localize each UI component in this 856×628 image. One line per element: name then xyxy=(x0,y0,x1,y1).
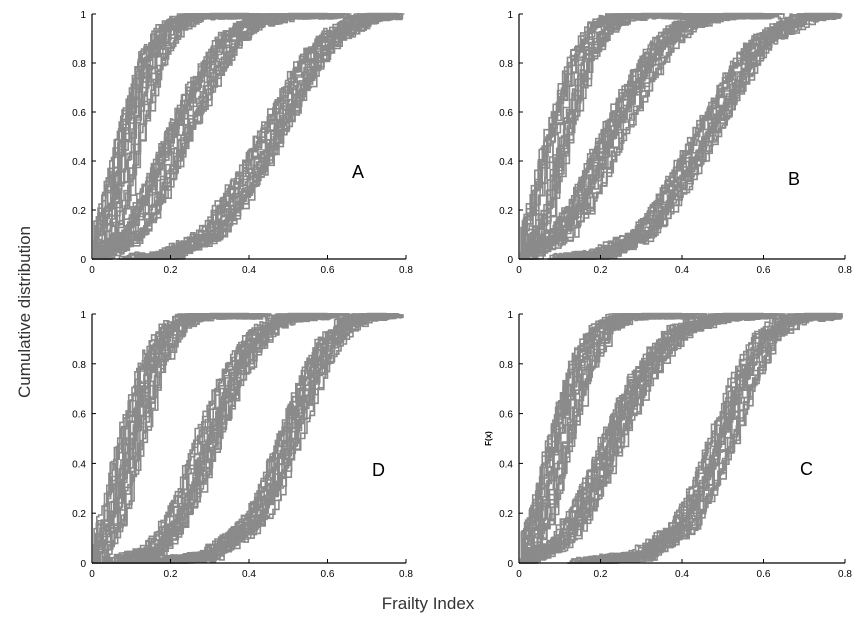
y-tick-label: 0 xyxy=(80,559,86,570)
x-tick-label: 0.6 xyxy=(757,569,771,580)
cdf-curve xyxy=(102,313,327,564)
x-tick-label: 0.6 xyxy=(757,265,771,276)
x-tick-label: 0.2 xyxy=(594,569,608,580)
x-tick-label: 0.8 xyxy=(838,569,852,580)
cdf-curve xyxy=(122,13,399,260)
cdf-curve xyxy=(92,13,258,260)
x-tick-label: 0 xyxy=(89,265,95,276)
x-tick-label: 0.8 xyxy=(399,569,413,580)
panel-d: 0 0.2 0.4 0.6 0.8 0 0.2 0.4 0.6 0.8 1 D xyxy=(72,310,413,580)
y-tick-label: 0.2 xyxy=(72,509,86,520)
series-band-1 xyxy=(92,12,276,260)
y-tick-label: 0.8 xyxy=(72,59,86,70)
y-tick-label: 0.2 xyxy=(499,509,513,520)
y-tick-label: 1 xyxy=(507,10,513,21)
x-tick-label: 0.8 xyxy=(838,265,852,276)
cdf-curve xyxy=(588,313,839,564)
cdf-curve xyxy=(519,313,682,564)
cdf-curve xyxy=(523,313,777,564)
x-axis-label: Frailty Index xyxy=(381,594,475,613)
x-tick-label: 0.4 xyxy=(675,265,689,276)
cdf-curve xyxy=(523,313,700,564)
y-tick-label: 0.8 xyxy=(72,360,86,371)
series-band-2 xyxy=(519,12,785,260)
panel-c: 0 0.2 0.4 0.6 0.8 0 0.2 0.4 0.6 0.8 1 C F(x) xyxy=(484,310,852,580)
y-tick-label: 0.2 xyxy=(72,206,86,217)
x-tick-label: 0.4 xyxy=(242,569,256,580)
x-tick-label: 0.4 xyxy=(242,265,256,276)
cdf-curve xyxy=(130,13,402,260)
y-tick-label: 0.2 xyxy=(499,206,513,217)
cdf-curve xyxy=(554,13,841,260)
series-band-1 xyxy=(519,12,709,260)
x-tick-label: 0 xyxy=(516,265,522,276)
y-tick-label: 0.6 xyxy=(72,108,86,119)
series-band-3 xyxy=(117,12,405,260)
series-band-1 xyxy=(519,312,708,564)
x-tick-label: 0 xyxy=(516,569,522,580)
series-band-3 xyxy=(566,312,843,564)
y-tick-label: 0.4 xyxy=(499,459,513,470)
series-band-2 xyxy=(519,312,787,564)
x-tick-label: 0.6 xyxy=(321,265,335,276)
y-tick-label: 0.8 xyxy=(499,360,513,371)
y-tick-label: 1 xyxy=(80,10,86,21)
y-tick-label: 0.4 xyxy=(72,459,86,470)
series-band-3 xyxy=(138,312,404,564)
cdf-curve xyxy=(161,313,401,564)
series-band-2 xyxy=(99,312,353,564)
cdf-curve xyxy=(565,13,841,260)
cdf-curve xyxy=(98,13,346,260)
cdf-curve xyxy=(593,314,841,564)
panel-label: D xyxy=(372,460,385,480)
x-tick-label: 0.6 xyxy=(321,569,335,580)
cdf-curve xyxy=(95,13,262,260)
cdf-curve xyxy=(154,313,398,564)
cdf-curve xyxy=(528,13,703,260)
y-tick-label: 0.8 xyxy=(499,59,513,70)
series-band-1 xyxy=(92,312,274,564)
x-tick-label: 0.2 xyxy=(594,265,608,276)
x-tick-label: 0.2 xyxy=(164,569,178,580)
panel-y-label: F(x) xyxy=(484,431,493,446)
y-tick-label: 0.4 xyxy=(72,157,86,168)
x-tick-label: 0.4 xyxy=(675,569,689,580)
y-tick-label: 0 xyxy=(507,559,513,570)
cdf-curve xyxy=(519,13,766,260)
panel-label: C xyxy=(800,459,813,479)
panel-b: 0 0.2 0.4 0.6 0.8 0 0.2 0.4 0.6 0.8 1 B xyxy=(499,10,852,276)
y-tick-label: 1 xyxy=(507,310,513,321)
cdf-curve xyxy=(92,313,257,564)
y-tick-label: 0.6 xyxy=(499,410,513,421)
x-tick-label: 0.8 xyxy=(399,265,413,276)
y-tick-label: 0 xyxy=(507,255,513,266)
series-band-2 xyxy=(92,12,355,260)
x-tick-label: 0.2 xyxy=(164,265,178,276)
series-band-3 xyxy=(547,12,843,260)
y-tick-label: 0.6 xyxy=(72,410,86,421)
cdf-curve xyxy=(563,13,839,260)
panel-a: 0 0.2 0.4 0.6 0.8 0 0.2 0.4 0.6 0.8 1 A xyxy=(72,10,413,276)
y-tick-label: 1 xyxy=(80,310,86,321)
cdf-curve xyxy=(576,313,838,564)
cdf-curve xyxy=(519,313,765,564)
cdf-curve xyxy=(139,13,401,260)
cdf-curve xyxy=(124,313,351,564)
y-tick-label: 0 xyxy=(80,255,86,266)
cdf-curve xyxy=(120,13,400,260)
cdf-curve xyxy=(92,13,328,260)
y-axis-label: Cumulative distribution xyxy=(15,226,34,398)
y-tick-label: 0.6 xyxy=(499,108,513,119)
panel-label: A xyxy=(352,162,364,182)
panel-label: B xyxy=(788,169,800,189)
x-tick-label: 0 xyxy=(89,569,95,580)
cdf-curve xyxy=(138,313,384,564)
cdf-curve xyxy=(589,313,839,564)
y-tick-label: 0.4 xyxy=(499,157,513,168)
cdf-curve xyxy=(577,313,843,564)
